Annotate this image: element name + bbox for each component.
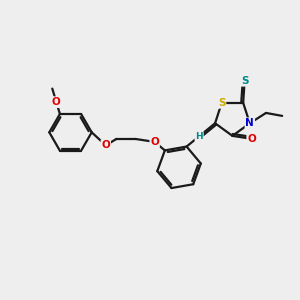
Text: S: S [218, 98, 226, 108]
Text: O: O [101, 140, 110, 150]
Text: S: S [241, 76, 248, 86]
Text: O: O [150, 137, 159, 147]
Text: O: O [52, 97, 61, 107]
Text: H: H [195, 132, 203, 141]
Text: N: N [245, 118, 254, 128]
Text: O: O [247, 134, 256, 144]
